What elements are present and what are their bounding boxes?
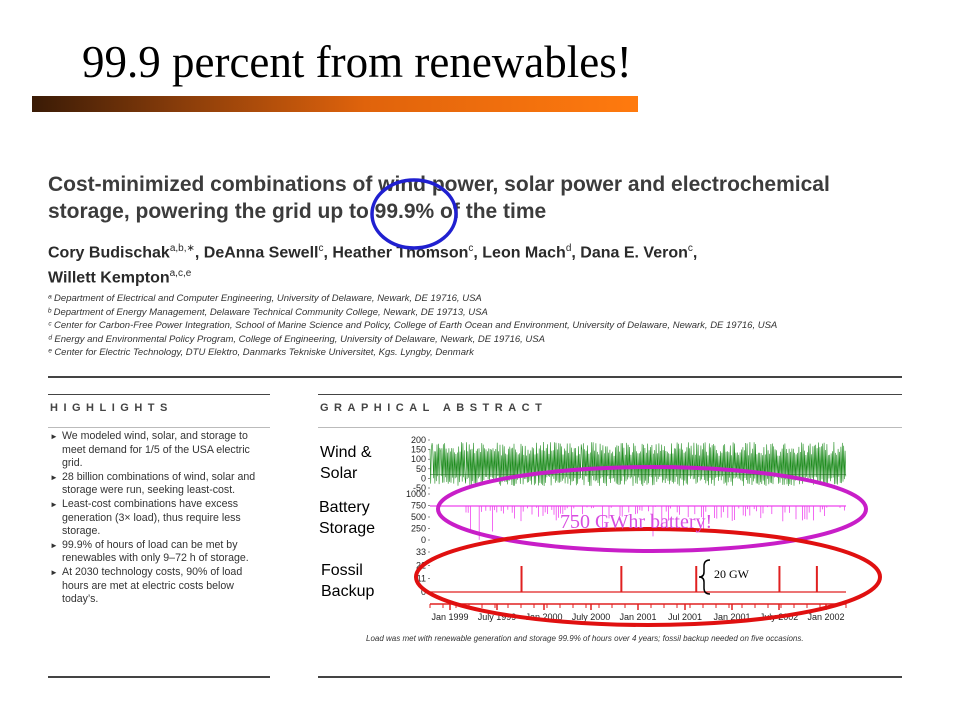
y-tick-label: 100 [411, 454, 426, 464]
affiliation-line: ᶜ Center for Carbon-Free Power Integrati… [48, 320, 778, 331]
y-tick-label: 1000 [406, 489, 426, 499]
wind-solar-series [429, 441, 847, 487]
author-name: Leon Mach [482, 244, 566, 262]
highlights-bottom-rule [48, 676, 270, 678]
author-name: Heather Thomson [332, 244, 469, 262]
highlight-item: 28 billion combinations of wind, solar a… [50, 471, 270, 498]
author-separator: , [194, 244, 204, 262]
abstract-caption: Load was met with renewable generation a… [366, 634, 804, 643]
y-tick-label: 150 [411, 445, 426, 455]
highlights-rule [48, 394, 270, 395]
author-affiliation-mark: c [468, 243, 474, 254]
author-affiliation-mark: a,c,e [169, 268, 192, 280]
x-tick-label: Jul 2001 [668, 612, 702, 622]
author-name: Willett Kempton [48, 269, 170, 287]
y-tick-label: 750 [411, 501, 426, 511]
highlight-item: 99.9% of hours of load can be met by ren… [50, 539, 270, 566]
author-separator: , [473, 244, 483, 262]
affiliation-line: ᵇ Department of Energy Management, Delaw… [48, 306, 488, 318]
x-tick-label: July 1999 [478, 612, 517, 622]
y-tick-label: 11 [417, 574, 426, 584]
x-tick-label: July 2002 [760, 612, 799, 622]
title-accent-bar [32, 96, 638, 112]
abstract-rule [318, 394, 902, 395]
author-name: Cory Budischak [48, 244, 170, 262]
affiliation-line: ᵈ Energy and Environmental Policy Progra… [48, 333, 545, 345]
paper-title: Cost-minimized combinations of wind powe… [48, 171, 908, 225]
highlights-subrule [48, 427, 270, 428]
affiliation-line: ᵃ Department of Electrical and Computer … [48, 293, 482, 304]
author-name: DeAnna Sewell [203, 244, 319, 262]
y-tick-label: 200 [411, 436, 426, 445]
author-affiliation-mark: a,b,∗ [169, 243, 195, 254]
paper-title-line1: Cost-minimized combinations of wind powe… [48, 173, 830, 196]
highlight-item: We modeled wind, solar, and storage to m… [50, 430, 270, 471]
author-separator: , [571, 244, 581, 262]
slide-title: 99.9 percent from renewables! [82, 37, 632, 87]
author-separator: , [323, 244, 333, 262]
x-tick-label: Jan 2001 [619, 612, 656, 622]
affiliations: ᵃ Department of Electrical and Computer … [48, 292, 908, 360]
affiliation-line: ᵉ Center for Electric Technology, DTU El… [48, 347, 474, 358]
x-tick-label: Jan 1999 [431, 612, 468, 622]
abstract-bottom-rule [318, 676, 902, 678]
graphical-abstract-heading: GRAPHICAL ABSTRACT [320, 402, 548, 414]
y-tick-label: 22 [416, 560, 426, 570]
y-tick-label: 50 [416, 464, 426, 474]
x-tick-label: July 2000 [572, 612, 611, 622]
author-name: Dana E. Veron [580, 244, 688, 262]
author-affiliation-mark: c [687, 243, 693, 254]
author-affiliation-mark: d [565, 243, 572, 254]
section-divider [48, 376, 902, 378]
author-affiliation-mark: c [318, 243, 324, 254]
y-tick-label: 250 [411, 524, 426, 534]
graphical-abstract-chart: 200150100500-50100075050025003322110Jan … [406, 436, 847, 622]
abstract-subrule [318, 427, 902, 428]
y-tick-label: 33 [416, 547, 426, 557]
battery-annotation: 750 GWhr battery! [560, 511, 713, 533]
author-separator: , [692, 244, 698, 262]
x-tick-label: Jan 2000 [525, 612, 562, 622]
label-battery-storage: Battery Storage [319, 499, 376, 537]
paper-authors: Cory Budischaka,b,∗, DeAnna Sewellc, Hea… [48, 238, 908, 289]
highlights-heading: HIGHLIGHTS [50, 402, 173, 414]
highlights-list: We modeled wind, solar, and storage to m… [50, 430, 270, 607]
x-tick-label: Jan 2001 [713, 612, 750, 622]
x-tick-label: Jan 2002 [807, 612, 844, 622]
highlight-item: Least-cost combinations have excess gene… [50, 498, 270, 539]
y-tick-label: 0 [421, 535, 426, 545]
y-tick-label: 0 [421, 473, 426, 483]
y-tick-label: 500 [411, 512, 426, 522]
highlight-item: At 2030 technology costs, 90% of load ho… [50, 566, 270, 607]
paper-title-line2: storage, powering the grid up to 99.9% o… [48, 200, 547, 223]
y-tick-label: -50 [413, 483, 426, 493]
label-wind-solar: Wind & Solar [320, 444, 372, 482]
y-tick-label: 0 [421, 587, 426, 597]
gw-annotation: 20 GW [714, 567, 749, 581]
label-fossil-backup: Fossil Backup [321, 562, 375, 600]
